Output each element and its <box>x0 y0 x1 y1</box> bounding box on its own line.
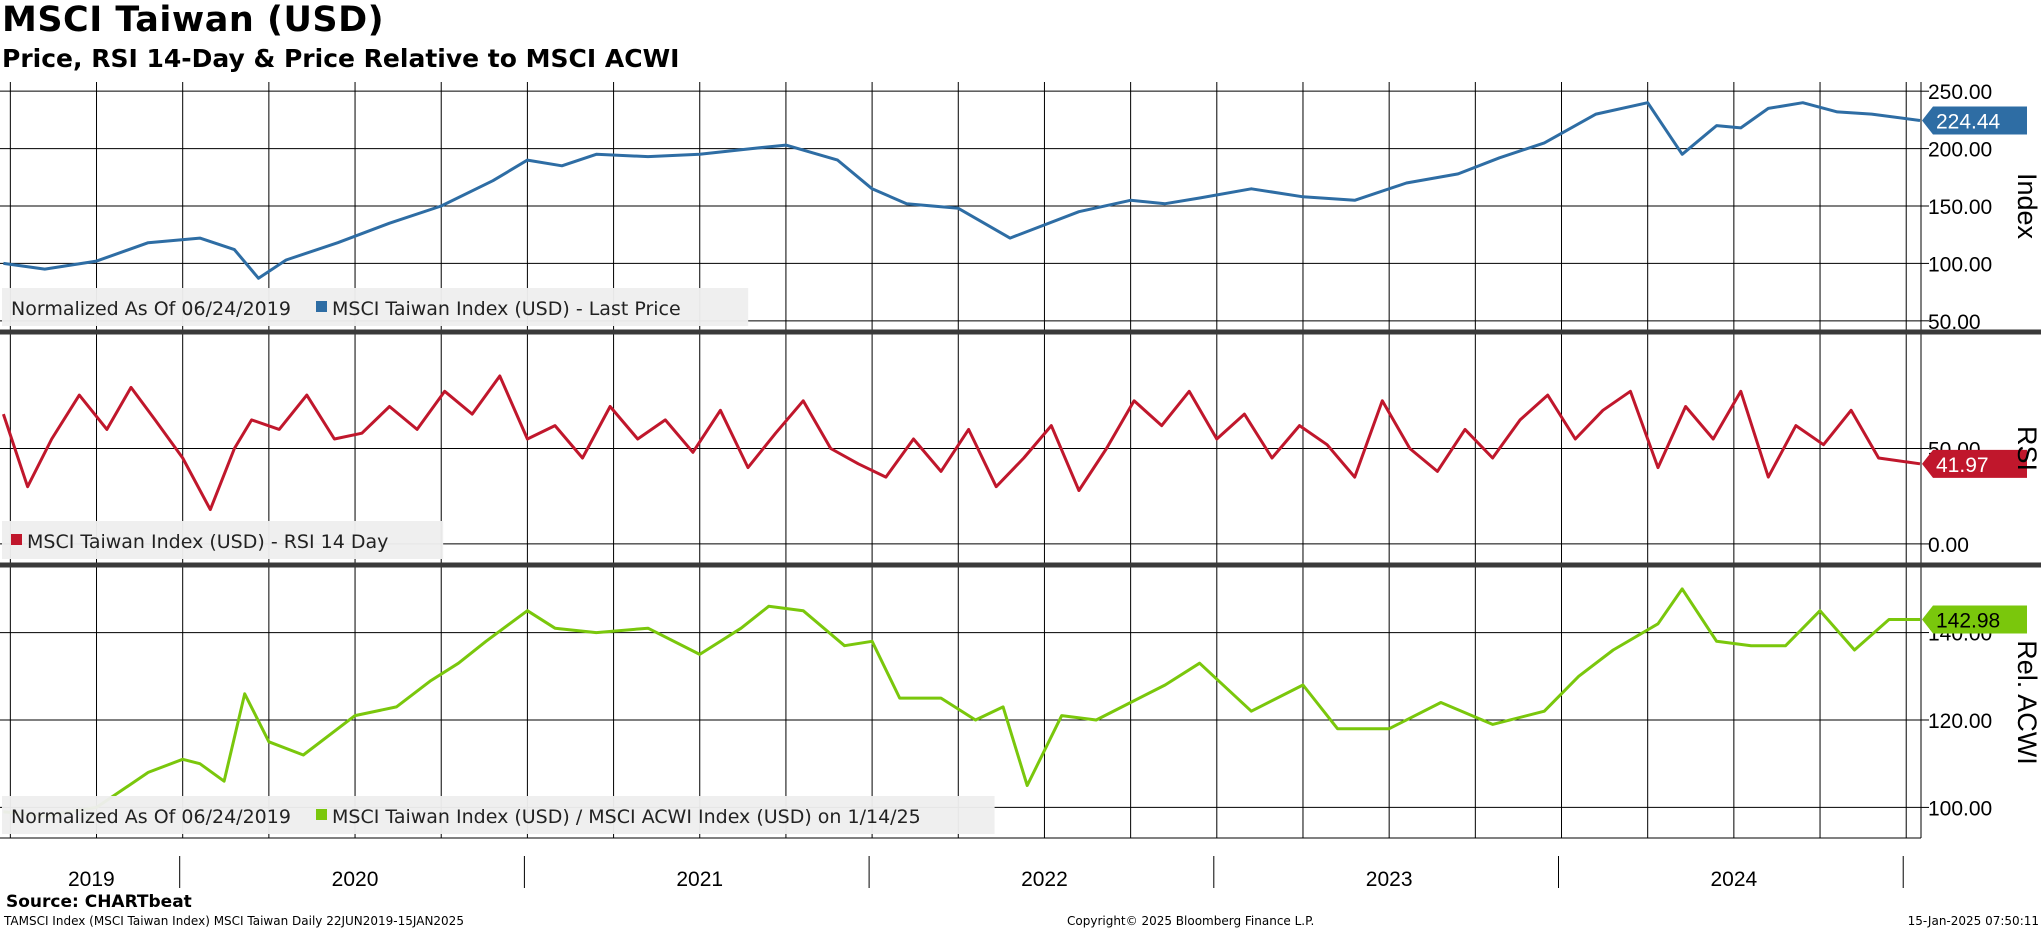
legend-entry: MSCI Taiwan Index (USD) - Last Price <box>332 298 681 320</box>
y-tick-label: 250.00 <box>1928 81 1992 104</box>
y-tick-label: 120.00 <box>1928 710 1992 733</box>
year-label: 2022 <box>1021 868 1068 891</box>
year-label: 2019 <box>68 868 115 891</box>
legend-box <box>2 521 444 559</box>
legend-prefix: Normalized As Of 06/24/2019 <box>11 806 291 828</box>
year-label: 2020 <box>332 868 379 891</box>
legend-entry: MSCI Taiwan Index (USD) / MSCI ACWI Inde… <box>332 806 921 828</box>
legend: Normalized As Of 06/24/2019 MSCI Taiwan I… <box>2 796 995 834</box>
legend-prefix: Normalized As Of 06/24/2019 <box>11 298 291 320</box>
y-tick-label: 100.00 <box>1928 797 1992 820</box>
y-axis-title: RSI <box>2012 426 2041 471</box>
series-line-relative <box>3 587 1920 818</box>
last-value-flag <box>1922 449 2027 478</box>
year-label: 2024 <box>1711 868 1758 891</box>
panel-price: 50.00 100.00 150.00 200.00 250.00 224.44 Index… <box>0 81 2041 334</box>
last-value-label: 41.97 <box>1936 454 1989 477</box>
series-line-rsi <box>1 374 1921 512</box>
chart-title: MSCI Taiwan (USD) <box>2 0 385 40</box>
year-label: 2023 <box>1366 868 1413 891</box>
chart-subtitle: Price, RSI 14-Day & Price Relative to MS… <box>2 44 680 73</box>
footer-copyright: Copyright© 2025 Bloomberg Finance L.P. <box>1067 914 1315 928</box>
legend: Normalized As Of 06/24/2019 MSCI Taiwan I… <box>2 288 749 326</box>
last-value-flag <box>1922 106 2027 135</box>
y-tick-label: 0.00 <box>1928 534 1969 557</box>
series-line-price <box>3 101 1921 280</box>
footer-info: TAMSCI Index (MSCI Taiwan Index) MSCI Ta… <box>4 914 464 928</box>
x-axis: 2019 2020 2021 2022 2023 2024 <box>68 856 1904 891</box>
legend: MSCI Taiwan Index (USD) - RSI 14 Day <box>2 521 444 559</box>
year-label: 2021 <box>676 868 723 891</box>
last-value-label: 224.44 <box>1936 111 2001 134</box>
y-tick-label: 100.00 <box>1928 253 1992 276</box>
footer-timestamp: 15-Jan-2025 07:50:11 <box>1907 914 2039 928</box>
legend-entry: MSCI Taiwan Index (USD) - RSI 14 Day <box>27 531 388 553</box>
legend-swatch <box>316 301 327 312</box>
last-value-flag <box>1922 605 2027 634</box>
y-axis-title: Index <box>2012 173 2041 240</box>
last-value-label: 142.98 <box>1936 610 2000 633</box>
y-tick-label: 150.00 <box>1928 196 1992 219</box>
legend-swatch <box>316 809 327 820</box>
y-tick-label: 200.00 <box>1928 139 1992 162</box>
vertical-gridlines <box>9 82 1907 838</box>
y-tick-label: 50.00 <box>1928 311 1981 334</box>
source-note: Source: CHARTbeat <box>6 892 192 912</box>
legend-box <box>2 796 995 834</box>
legend-swatch <box>11 534 22 545</box>
y-axis-title: Rel. ACWI <box>2012 640 2041 765</box>
legend-box <box>2 288 749 326</box>
